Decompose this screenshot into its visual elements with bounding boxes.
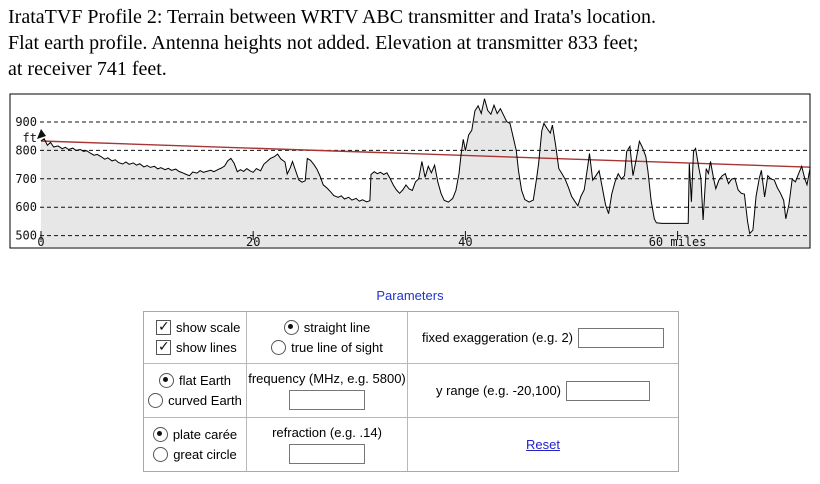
cell-line-type: straight line true line of sight bbox=[247, 312, 408, 364]
show-scale-label: show scale bbox=[176, 319, 241, 335]
reset-link[interactable]: Reset bbox=[526, 437, 560, 452]
true-line-of-sight-label: true line of sight bbox=[291, 339, 383, 355]
title-line-1: IrataTVF Profile 2: Terrain between WRTV… bbox=[8, 6, 657, 28]
terrain-fill bbox=[41, 98, 811, 247]
title-line-2: Flat earth profile. Antenna heights not … bbox=[8, 32, 639, 54]
y-tick-label-700: 700 bbox=[15, 172, 37, 186]
show-scale-checkbox[interactable] bbox=[156, 317, 171, 337]
y-axis-unit-label: ft bbox=[23, 131, 37, 145]
x-tick-label-60: 60 miles bbox=[649, 235, 707, 249]
x-tick-label-0: 0 bbox=[37, 235, 44, 249]
curved-earth-label: curved Earth bbox=[168, 392, 242, 408]
transmitter-marker bbox=[37, 129, 46, 139]
fixed-exaggeration-label: fixed exaggeration (e.g. 2) bbox=[421, 330, 574, 345]
y-tick-label-500: 500 bbox=[15, 229, 37, 243]
true-line-of-sight-radio[interactable] bbox=[271, 340, 287, 355]
y-tick-label-800: 800 bbox=[15, 143, 37, 157]
y-tick-label-600: 600 bbox=[15, 200, 37, 214]
x-tick-label-20: 20 bbox=[246, 235, 260, 249]
chart-border bbox=[9, 93, 811, 249]
parameters-heading: Parameters bbox=[376, 288, 444, 303]
y-range-input[interactable] bbox=[566, 380, 651, 401]
great-circle-radio[interactable] bbox=[153, 447, 169, 462]
line-of-sight bbox=[40, 140, 811, 168]
y-range-label: y range (e.g. -20,100) bbox=[435, 383, 562, 398]
y-tick-label-900: 900 bbox=[15, 115, 37, 129]
terrain-profile-chart: 900 800 700 600 500 ft 0 20 40 60 miles bbox=[9, 93, 811, 249]
x-tick-label-40: 40 bbox=[458, 235, 472, 249]
show-lines-checkbox[interactable] bbox=[156, 337, 171, 357]
cell-y-range: y range (e.g. -20,100) bbox=[408, 364, 678, 418]
show-lines-label: show lines bbox=[176, 339, 237, 355]
straight-line-radio[interactable] bbox=[283, 320, 299, 335]
title-line-3: at receiver 741 feet. bbox=[8, 58, 167, 80]
straight-line-label: straight line bbox=[303, 319, 371, 335]
cell-frequency: frequency (MHz, e.g. 5800) bbox=[247, 364, 408, 418]
cell-show-options: show scale show lines bbox=[144, 312, 247, 364]
curved-earth-radio[interactable] bbox=[148, 393, 164, 408]
page-title: IrataTVF Profile 2: Terrain between WRTV… bbox=[8, 4, 656, 82]
fixed-exaggeration-input[interactable] bbox=[578, 327, 665, 348]
cell-fixed-exaggeration: fixed exaggeration (e.g. 2) bbox=[408, 312, 678, 364]
terrain-line bbox=[40, 98, 811, 235]
frequency-label: frequency (MHz, e.g. 5800) bbox=[248, 371, 406, 386]
plate-caree-radio[interactable] bbox=[152, 427, 168, 442]
flat-earth-radio[interactable] bbox=[158, 373, 174, 388]
refraction-label: refraction (e.g. .14) bbox=[272, 425, 382, 440]
cell-projection: plate carée great circle bbox=[144, 418, 247, 471]
great-circle-label: great circle bbox=[173, 446, 237, 462]
flat-earth-label: flat Earth bbox=[178, 372, 232, 388]
frequency-input[interactable] bbox=[289, 390, 365, 410]
cell-refraction: refraction (e.g. .14) bbox=[247, 418, 408, 471]
cell-reset: Reset bbox=[408, 418, 678, 471]
cell-earth-model: flat Earth curved Earth bbox=[144, 364, 247, 418]
plate-caree-label: plate carée bbox=[172, 426, 238, 442]
parameters-table: show scale show lines straight line true… bbox=[143, 311, 679, 472]
refraction-input[interactable] bbox=[289, 444, 365, 464]
